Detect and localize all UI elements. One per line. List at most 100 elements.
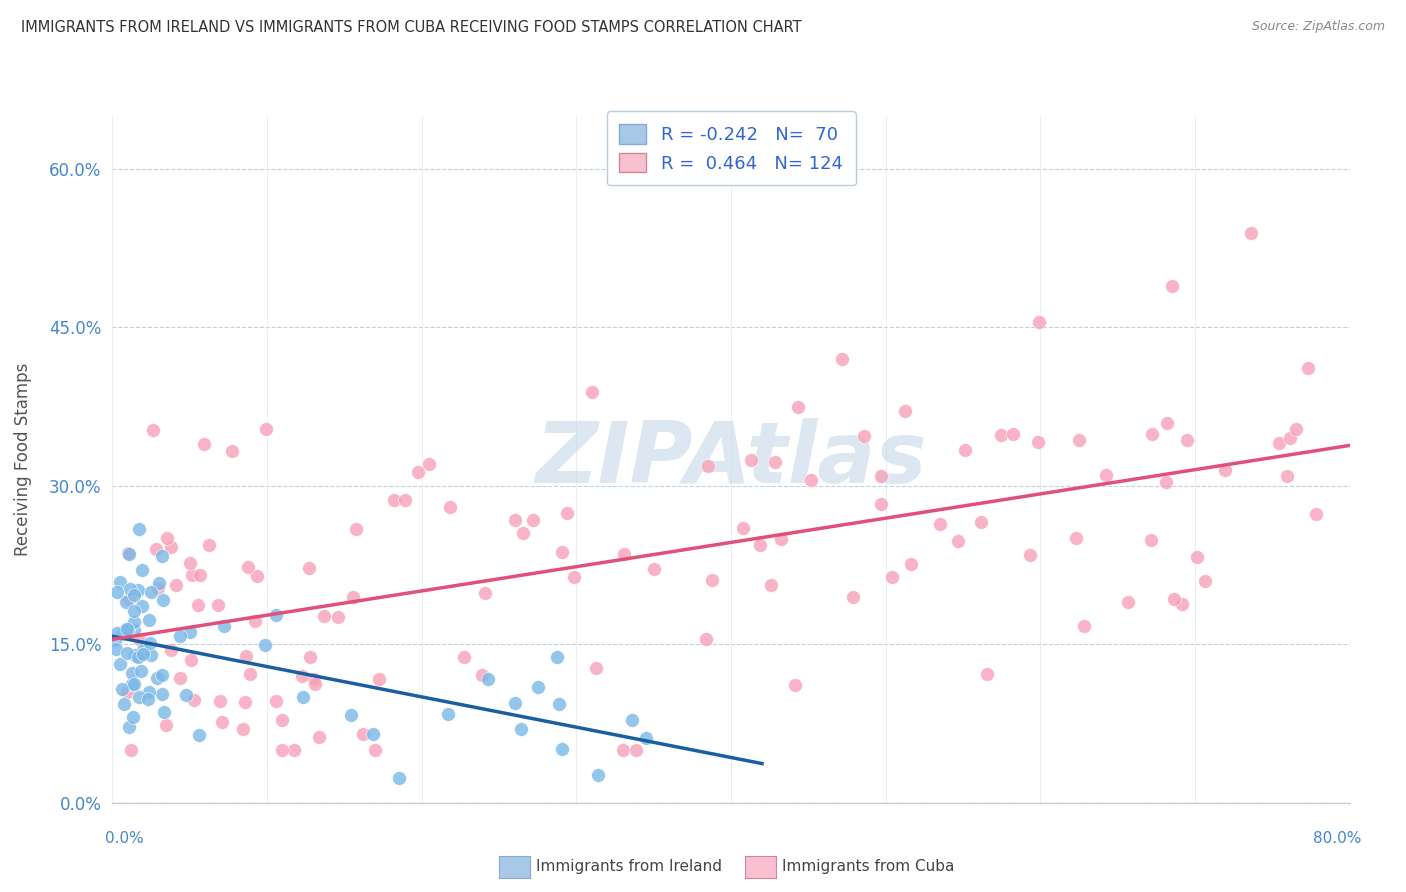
Point [271,713,294,727]
Point [1185,549,1208,564]
Point [207,598,229,612]
Point [292,690,315,704]
Point [1156,416,1178,430]
Point [298,561,321,575]
Point [976,667,998,681]
Point [388,771,411,785]
Point [141,648,163,662]
Point [1154,475,1177,489]
Point [783,678,806,692]
Point [121,666,143,681]
Point [111,627,134,641]
Point [114,595,136,609]
Point [526,680,548,694]
Point [340,707,363,722]
Point [564,570,586,584]
Point [152,593,174,607]
Point [179,624,201,639]
Point [1240,227,1263,241]
Point [1277,469,1299,483]
Point [299,649,322,664]
Point [129,664,152,678]
Point [155,718,177,732]
Point [581,384,603,399]
Point [853,429,876,443]
Point [138,685,160,699]
Point [1028,314,1050,328]
Point [1267,435,1289,450]
Point [551,742,574,756]
Point [1019,548,1042,562]
Point [142,423,165,437]
Text: Immigrants from Cuba: Immigrants from Cuba [782,859,955,873]
Point [232,722,254,736]
Point [1213,463,1236,477]
Point [124,588,146,602]
Point [118,582,141,596]
Point [800,473,823,487]
Point [120,743,142,757]
Point [624,743,647,757]
Point [136,692,159,706]
Point [165,578,187,592]
Point [156,532,179,546]
Point [1116,595,1139,609]
Point [929,516,952,531]
Point [894,404,917,418]
Point [522,513,544,527]
Point [128,690,150,704]
Point [118,591,141,606]
Point [139,635,162,649]
Point [146,671,169,685]
Point [1067,434,1090,448]
Point [117,623,139,637]
Point [115,622,138,636]
Point [1161,279,1184,293]
Point [1296,360,1319,375]
Text: Source: ZipAtlas.com: Source: ZipAtlas.com [1251,20,1385,33]
Point [1170,597,1192,611]
Point [787,400,810,414]
Point [394,492,416,507]
Point [870,497,893,511]
Point [115,646,138,660]
Point [512,526,534,541]
Point [187,598,209,612]
Point [695,632,717,646]
Point [1163,591,1185,606]
Point [636,731,658,745]
Point [342,590,364,604]
Point [145,542,167,557]
Point [150,549,173,563]
Point [759,578,782,592]
Point [153,705,176,719]
Point [308,730,330,744]
Point [243,614,266,628]
Point [1073,619,1095,633]
Point [1026,434,1049,449]
Point [477,672,499,686]
Point [117,546,139,560]
Text: 0.0%: 0.0% [105,831,145,847]
Point [254,422,277,436]
Point [509,722,531,736]
Point [183,693,205,707]
Point [953,443,976,458]
Point [970,515,993,529]
Point [148,576,170,591]
Point [1002,426,1025,441]
Point [948,533,970,548]
Point [107,585,129,599]
Point [1142,427,1164,442]
Point [1194,574,1216,588]
Point [105,641,128,656]
Point [882,570,904,584]
Point [169,629,191,643]
Point [418,457,440,471]
Point [131,599,153,613]
Point [283,743,305,757]
Point [869,468,891,483]
Point [266,607,288,622]
Point [105,626,128,640]
Point [436,707,458,722]
